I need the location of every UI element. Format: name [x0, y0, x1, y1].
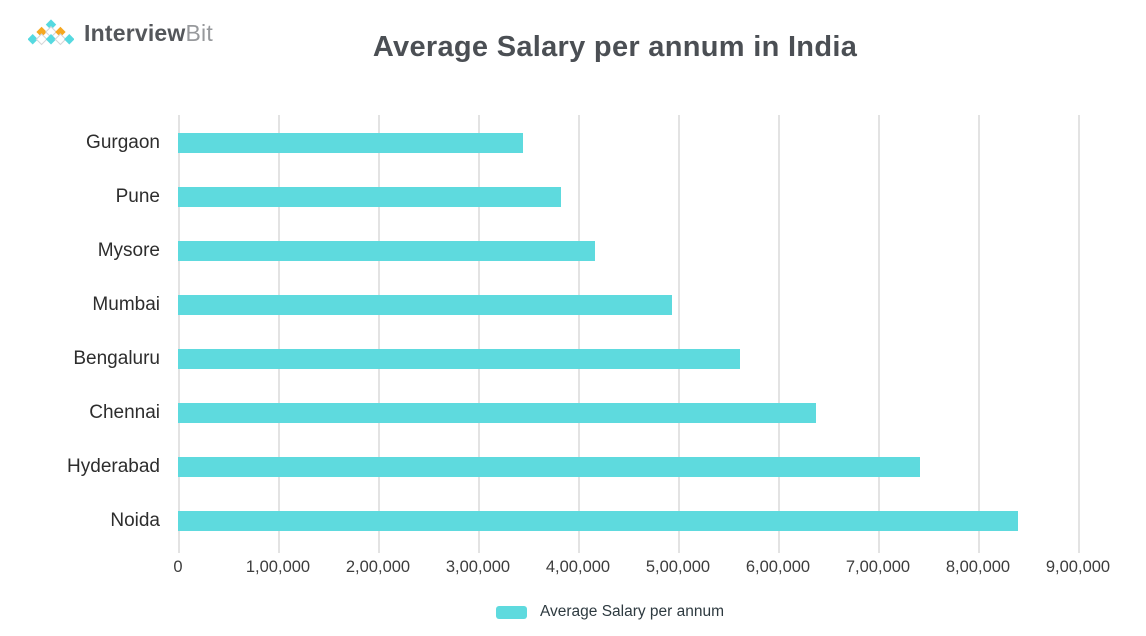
gridline [478, 115, 480, 553]
bar-bengaluru [178, 349, 740, 369]
x-tick-label: 4,00,000 [545, 558, 611, 576]
gridline [378, 115, 380, 553]
gridline [778, 115, 780, 553]
plot-area [178, 115, 1108, 553]
gridline [978, 115, 980, 553]
bar-pune [178, 187, 561, 207]
category-label-chennai: Chennai [89, 402, 160, 423]
bar-gurgaon [178, 133, 523, 153]
category-label-mumbai: Mumbai [92, 294, 160, 315]
x-tick-label: 1,00,000 [245, 558, 311, 576]
x-tick-label: 0 [173, 558, 183, 576]
bar-hyderabad [178, 457, 920, 477]
legend: Average Salary per annum [0, 603, 1146, 621]
x-tick-label: 6,00,000 [745, 558, 811, 576]
x-tick-label: 8,00,000 [945, 558, 1011, 576]
category-label-gurgaon: Gurgaon [86, 132, 160, 153]
x-tick-label: 5,00,000 [645, 558, 711, 576]
category-label-noida: Noida [110, 510, 160, 531]
interviewbit-logo-text: InterviewBit [84, 20, 213, 47]
bar-mysore [178, 241, 595, 261]
x-tick-label: 7,00,000 [845, 558, 911, 576]
bar-chennai [178, 403, 816, 423]
legend-item: Average Salary per annum [495, 603, 725, 621]
gridline [178, 115, 180, 553]
gridline [1078, 115, 1080, 553]
logo-text-interview: Interview [84, 19, 186, 46]
chart-title: Average Salary per annum in India [372, 31, 858, 63]
gridline [878, 115, 880, 553]
x-tick-label: 9,00,000 [1045, 558, 1111, 576]
legend-label: Average Salary per annum [539, 603, 725, 620]
category-label-pune: Pune [115, 186, 160, 207]
gridline [278, 115, 280, 553]
x-tick-label: 2,00,000 [345, 558, 411, 576]
bar-mumbai [178, 295, 672, 315]
bar-noida [178, 511, 1018, 531]
logo-text-bit: Bit [185, 19, 213, 46]
category-label-bengaluru: Bengaluru [73, 348, 160, 369]
x-tick-label: 3,00,000 [445, 558, 511, 576]
interviewbit-logo-icon [28, 19, 74, 46]
interviewbit-logo[interactable]: InterviewBit [28, 16, 213, 50]
gridline [678, 115, 680, 553]
category-label-hyderabad: Hyderabad [67, 456, 160, 477]
category-label-mysore: Mysore [97, 240, 160, 261]
legend-swatch [495, 605, 527, 619]
gridline [578, 115, 580, 553]
